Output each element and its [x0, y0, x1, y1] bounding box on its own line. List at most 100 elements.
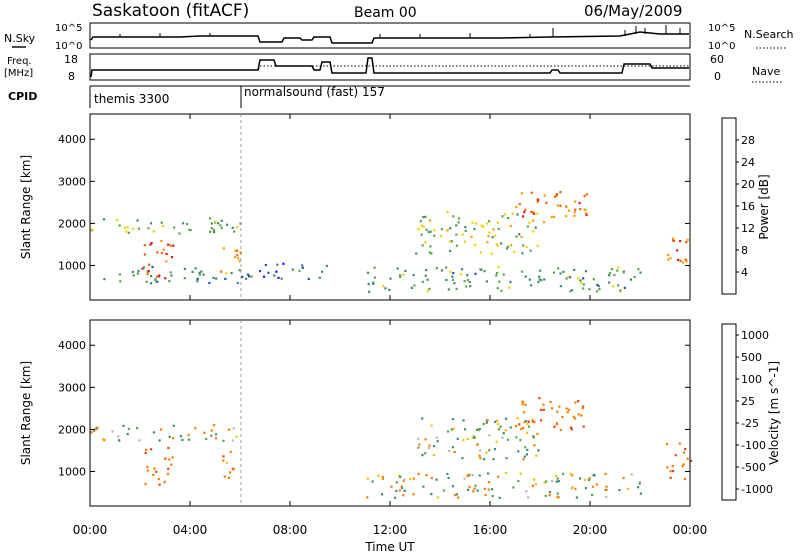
velocity-cell — [167, 467, 170, 470]
velocity-cell — [638, 480, 641, 483]
velocity-cell — [482, 423, 485, 426]
velocity-cell — [168, 458, 171, 461]
nsky-spikes — [119, 25, 681, 38]
power-cell — [559, 191, 562, 194]
power-cell — [440, 235, 443, 238]
power-cell — [422, 225, 425, 228]
power-cell — [236, 281, 239, 284]
power-cell — [596, 290, 599, 293]
velocity-cell — [366, 496, 369, 499]
velocity-cell — [544, 494, 547, 497]
power-cell — [152, 230, 155, 233]
velocity-cell — [516, 417, 519, 420]
power-cell — [209, 230, 212, 233]
velocity-cell — [512, 486, 515, 489]
velocity-cell — [567, 408, 571, 411]
power-cell — [428, 251, 432, 254]
power-cell — [102, 218, 106, 221]
power-cell — [449, 270, 452, 273]
power-cell — [582, 277, 585, 280]
power-cell — [172, 244, 175, 247]
power-colorbar-tick-label: 12 — [741, 222, 755, 235]
power-cell — [412, 273, 415, 277]
velocity-cell — [430, 493, 433, 496]
power-cell — [496, 244, 499, 247]
power-cell — [474, 272, 477, 275]
power-cell — [275, 270, 278, 273]
power-cell — [235, 226, 239, 229]
power-cell — [613, 273, 616, 277]
velocity-cell — [509, 426, 512, 429]
power-cell — [103, 278, 106, 281]
power-cell — [280, 277, 283, 280]
power-cell — [684, 258, 687, 261]
velocity-cell — [533, 421, 536, 424]
power-cell — [450, 240, 453, 243]
velocity-cell — [463, 477, 466, 480]
freq-trace — [90, 57, 689, 78]
velocity-cell — [683, 477, 687, 481]
power-cell — [222, 247, 225, 250]
power-cell — [421, 244, 424, 247]
velocity-cell — [591, 485, 594, 488]
velocity-colorbar-tick-label: -1000 — [741, 483, 773, 496]
power-cell — [455, 233, 458, 236]
velocity-cell — [689, 459, 693, 462]
velocity-cell — [231, 439, 234, 442]
nave-label: Nave — [752, 65, 780, 78]
velocity-cell — [223, 475, 226, 478]
power-cell — [417, 227, 420, 231]
power-cell — [482, 225, 485, 228]
velocity-cell — [163, 480, 166, 484]
power-cell — [449, 249, 452, 252]
velocity-cell — [136, 427, 139, 430]
power-cell — [301, 266, 304, 269]
velocity-cell — [570, 426, 573, 429]
power-cell — [533, 212, 536, 215]
power-cell — [473, 228, 476, 231]
power-cell — [150, 242, 153, 245]
power-cell — [629, 278, 632, 281]
power-cell — [225, 272, 228, 275]
power-cell — [169, 244, 172, 247]
power-cell — [127, 231, 130, 234]
power-cell — [639, 271, 642, 274]
power-cell — [446, 211, 449, 214]
power-cell — [537, 280, 540, 283]
velocity-cell — [666, 466, 669, 469]
power-cell — [515, 235, 518, 238]
velocity-cell — [225, 461, 228, 464]
power-cell — [679, 259, 682, 263]
power-cell — [474, 222, 478, 225]
velocity-cell — [556, 477, 559, 480]
velocity-cell — [430, 477, 433, 480]
power-cell — [224, 277, 227, 280]
power-cell — [146, 272, 149, 276]
power-cell — [469, 285, 472, 288]
velocity-cell — [409, 478, 412, 481]
velocity-cell — [412, 477, 415, 480]
velocity-cell — [570, 428, 573, 431]
velocity-cell — [682, 451, 686, 454]
velocity-cell — [479, 449, 482, 452]
velocity-cell — [678, 442, 681, 445]
power-cell — [552, 271, 556, 274]
power-panel-frame — [89, 113, 691, 301]
velocity-cell — [526, 448, 529, 451]
velocity-cell — [232, 427, 235, 430]
velocity-cell — [497, 475, 500, 478]
power-cell — [426, 290, 429, 293]
power-cell — [495, 274, 498, 277]
power-cell — [525, 245, 528, 249]
power-cell — [145, 280, 148, 283]
velocity-cell — [395, 481, 398, 484]
power-cell — [494, 234, 497, 237]
velocity-cell — [519, 439, 522, 442]
power-cell — [147, 269, 150, 272]
power-colorbar-tick-label: 28 — [741, 134, 755, 147]
velocity-cell — [403, 478, 406, 481]
power-cell — [516, 213, 519, 216]
power-cell — [496, 287, 499, 290]
velocity-cell — [126, 433, 129, 436]
velocity-cell — [497, 422, 500, 426]
